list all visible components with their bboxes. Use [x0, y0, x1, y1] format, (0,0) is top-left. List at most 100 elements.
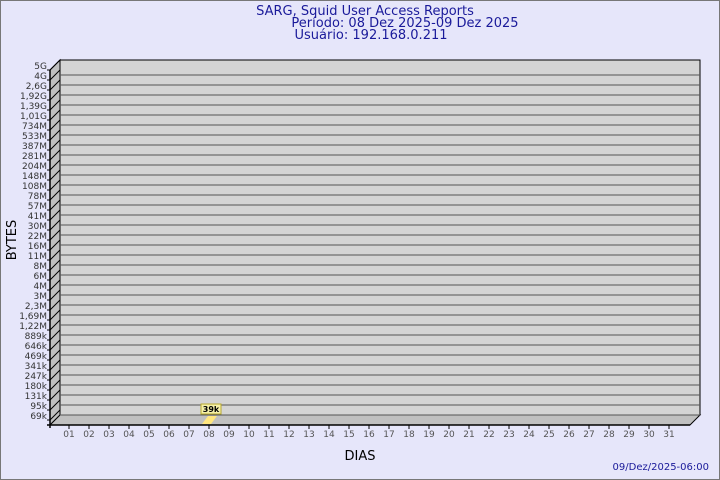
- y-axis-label: BYTES: [5, 220, 20, 261]
- y-tick-label: 108M: [22, 182, 47, 192]
- y-tick-diagonal: [49, 159, 61, 171]
- y-tick-label: 6M: [34, 272, 48, 282]
- x-tick-label: 13: [303, 430, 314, 440]
- y-tick-diagonal: [49, 139, 61, 151]
- y-tick-diagonal: [49, 289, 61, 301]
- y-tick-label: 1,69M: [19, 312, 47, 322]
- x-tick-label: 11: [263, 430, 274, 440]
- y-tick-diagonal: [49, 59, 61, 71]
- x-tick-label: 08: [203, 430, 215, 440]
- y-tick-label: 889k: [25, 332, 48, 342]
- y-tick-diagonal: [49, 259, 61, 271]
- y-tick-diagonal: [49, 329, 61, 341]
- y-tick-diagonal: [49, 239, 61, 251]
- y-tick-diagonal: [49, 279, 61, 291]
- x-tick-label: 29: [623, 430, 635, 440]
- y-tick-diagonal: [49, 69, 61, 81]
- x-tick-label: 26: [563, 430, 575, 440]
- y-tick-diagonal: [49, 149, 61, 161]
- y-tick-diagonal: [49, 79, 61, 91]
- x-tick-label: 04: [123, 430, 135, 440]
- y-tick-label: 646k: [25, 342, 48, 352]
- x-tick-label: 22: [483, 430, 494, 440]
- y-tick-diagonal: [49, 379, 61, 391]
- x-tick-label: 30: [643, 430, 655, 440]
- y-tick-label: 131k: [25, 392, 48, 402]
- y-tick-label: 180k: [25, 382, 48, 392]
- bar-data-label: 39k: [203, 405, 220, 414]
- footer-timestamp: 09/Dez/2025-06:00: [613, 462, 709, 473]
- y-tick-diagonal: [49, 229, 61, 241]
- plot-floor: [48, 414, 702, 426]
- x-tick-label: 06: [163, 430, 175, 440]
- y-tick-diagonal: [49, 399, 61, 411]
- y-tick-diagonal: [49, 299, 61, 311]
- y-tick-diagonal: [49, 99, 61, 111]
- y-tick-label: 69k: [30, 412, 47, 422]
- y-tick-diagonal: [49, 89, 61, 101]
- y-tick-label: 1,22M: [19, 322, 47, 332]
- y-tick-label: 148M: [22, 172, 47, 182]
- x-tick-label: 31: [663, 430, 674, 440]
- y-tick-diagonal: [49, 249, 61, 261]
- y-tick-diagonal: [49, 189, 61, 201]
- y-tick-diagonal: [49, 309, 61, 321]
- y-tick-diagonal: [49, 219, 61, 231]
- y-tick-diagonal: [49, 269, 61, 281]
- y-tick-diagonal: [49, 319, 61, 331]
- y-tick-label: 78M: [28, 192, 47, 202]
- plot-back-wall: [59, 59, 701, 416]
- y-tick-label: 95k: [30, 402, 47, 412]
- x-tick-label: 05: [143, 430, 154, 440]
- x-tick-label: 20: [443, 430, 455, 440]
- y-tick-label: 247k: [25, 372, 48, 382]
- x-tick-label: 03: [103, 430, 114, 440]
- y-tick-label: 2,3M: [25, 302, 47, 312]
- y-tick-label: 4G: [34, 72, 47, 82]
- y-tick-label: 1,01G: [20, 112, 47, 122]
- y-tick-diagonal: [49, 179, 61, 191]
- x-tick-label: 15: [343, 430, 354, 440]
- y-tick-label: 281M: [22, 152, 47, 162]
- y-tick-label: 469k: [25, 352, 48, 362]
- y-tick-diagonal: [49, 369, 61, 381]
- x-tick-label: 19: [423, 430, 435, 440]
- x-tick-label: 16: [363, 430, 375, 440]
- bar-day-08: [202, 416, 217, 424]
- y-tick-label: 1,39G: [20, 102, 47, 112]
- bar-label-box: [200, 403, 222, 415]
- x-tick-label: 01: [63, 430, 74, 440]
- y-tick-label: 30M: [28, 222, 47, 232]
- y-tick-diagonal: [49, 119, 61, 131]
- y-tick-label: 1,92G: [20, 92, 47, 102]
- y-tick-label: 16M: [28, 242, 47, 252]
- x-tick-label: 18: [403, 430, 415, 440]
- y-tick-diagonal: [49, 199, 61, 211]
- x-tick-label: 28: [603, 430, 615, 440]
- x-tick-label: 24: [523, 430, 535, 440]
- y-tick-diagonal: [49, 129, 61, 141]
- chart-subtitle-user: Usuário: 192.168.0.211: [294, 28, 447, 43]
- y-tick-diagonal: [49, 409, 61, 421]
- y-tick-diagonal: [49, 339, 61, 351]
- x-tick-label: 25: [543, 430, 554, 440]
- y-tick-label: 57M: [28, 202, 47, 212]
- y-tick-label: 387M: [22, 142, 47, 152]
- y-tick-label: 204M: [22, 162, 47, 172]
- y-tick-label: 8M: [34, 262, 48, 272]
- y-tick-label: 2,6G: [26, 82, 47, 92]
- x-tick-label: 10: [243, 430, 255, 440]
- x-axis-label: DIAS: [345, 449, 376, 464]
- y-tick-diagonal: [49, 349, 61, 361]
- x-tick-label: 21: [463, 430, 474, 440]
- x-tick-label: 17: [383, 430, 394, 440]
- y-tick-diagonal: [49, 109, 61, 121]
- y-tick-diagonal: [49, 389, 61, 401]
- x-tick-label: 23: [503, 430, 514, 440]
- y-tick-diagonal: [49, 209, 61, 221]
- y-tick-diagonal: [49, 359, 61, 371]
- y-tick-label: 533M: [22, 132, 47, 142]
- y-tick-label: 3M: [34, 292, 48, 302]
- y-tick-label: 734M: [22, 122, 47, 132]
- chart-subtitle-period: Período: 08 Dez 2025-09 Dez 2025: [291, 16, 518, 31]
